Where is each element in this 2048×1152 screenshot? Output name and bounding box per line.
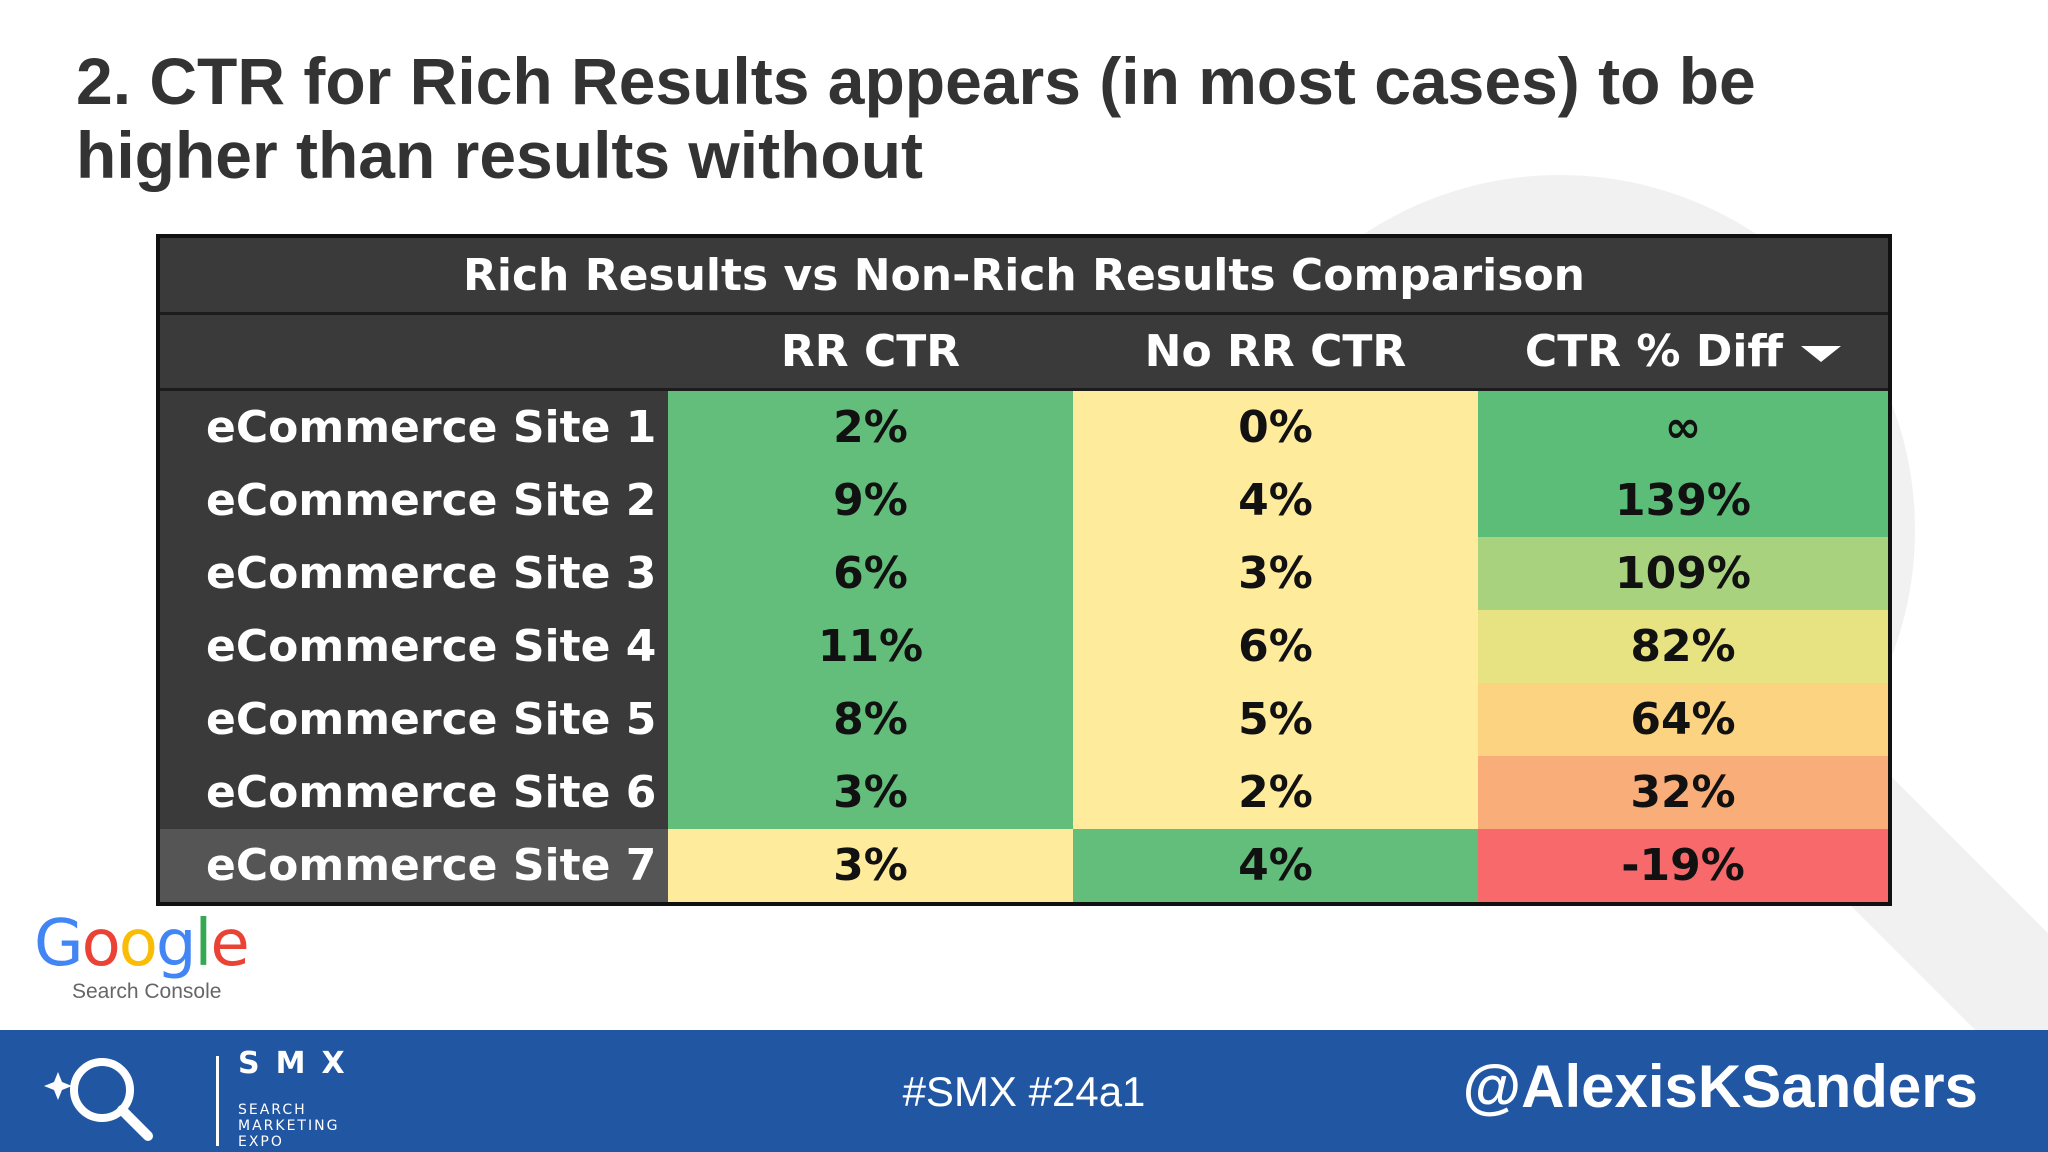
- table-row[interactable]: eCommerce Site 4 11% 6% 82%: [160, 610, 1888, 683]
- rr-ctr-cell[interactable]: 3%: [668, 756, 1073, 829]
- no-rr-ctr-cell[interactable]: 2%: [1073, 756, 1478, 829]
- magnifier-icon: [44, 1058, 153, 1141]
- rr-ctr-cell[interactable]: 2%: [668, 389, 1073, 464]
- site-name-cell[interactable]: eCommerce Site 1: [160, 389, 668, 464]
- event-hashtag: #SMX #24a1: [902, 1068, 1146, 1115]
- no-rr-ctr-cell[interactable]: 4%: [1073, 829, 1478, 902]
- search-console-label: Search Console: [72, 980, 222, 1003]
- google-search-console-logo: Google Search Console: [34, 907, 250, 1004]
- site-name-cell[interactable]: eCommerce Site 6: [160, 756, 668, 829]
- site-name-cell[interactable]: eCommerce Site 3: [160, 537, 668, 610]
- slide-title: 2. CTR for Rich Results appears (in most…: [76, 44, 1756, 192]
- tagline-line: EXPO: [238, 1134, 284, 1150]
- table-row[interactable]: eCommerce Site 7 3% 4% -19%: [160, 829, 1888, 902]
- speaker-handle: @AlexisKSanders: [1462, 1053, 1978, 1120]
- rr-ctr-cell[interactable]: 11%: [668, 610, 1073, 683]
- site-name-cell[interactable]: eCommerce Site 2: [160, 464, 668, 537]
- ctr-diff-cell[interactable]: ∞: [1478, 389, 1888, 464]
- smx-logo-tagline: SEARCH MARKETING EXPO: [238, 1102, 339, 1150]
- no-rr-ctr-cell[interactable]: 5%: [1073, 683, 1478, 756]
- rr-ctr-cell[interactable]: 6%: [668, 537, 1073, 610]
- comparison-table: Rich Results vs Non-Rich Results Compari…: [156, 234, 1892, 906]
- logo-divider: [216, 1056, 219, 1146]
- smx-logo-letters: SMX: [238, 1046, 361, 1081]
- no-rr-ctr-cell[interactable]: 3%: [1073, 537, 1478, 610]
- rr-ctr-cell[interactable]: 8%: [668, 683, 1073, 756]
- footer-bar: SMX SEARCH MARKETING EXPO #SMX #24a1 @Al…: [0, 1030, 2048, 1152]
- no-rr-ctr-cell[interactable]: 6%: [1073, 610, 1478, 683]
- rr-ctr-cell[interactable]: 9%: [668, 464, 1073, 537]
- site-name-cell[interactable]: eCommerce Site 7: [160, 829, 668, 902]
- column-header-rr-ctr: RR CTR: [668, 313, 1073, 391]
- google-wordmark: Google: [34, 907, 250, 981]
- no-rr-ctr-cell[interactable]: 4%: [1073, 464, 1478, 537]
- column-header-site: [160, 313, 668, 391]
- table-row[interactable]: eCommerce Site 3 6% 3% 109%: [160, 537, 1888, 610]
- table-row[interactable]: eCommerce Site 5 8% 5% 64%: [160, 683, 1888, 756]
- site-name-cell[interactable]: eCommerce Site 5: [160, 683, 668, 756]
- smx-logo: SMX SEARCH MARKETING EXPO: [44, 1040, 345, 1150]
- ctr-diff-cell[interactable]: 32%: [1478, 756, 1888, 829]
- table-caption: Rich Results vs Non-Rich Results Compari…: [160, 238, 1888, 315]
- column-header-no-rr-ctr: No RR CTR: [1073, 313, 1478, 391]
- ctr-diff-cell[interactable]: 109%: [1478, 537, 1888, 610]
- ctr-diff-cell[interactable]: -19%: [1478, 829, 1888, 902]
- table-body: eCommerce Site 1 2% 0% ∞ eCommerce Site 2 9% 4…: [160, 389, 1888, 902]
- ctr-diff-cell[interactable]: 82%: [1478, 610, 1888, 683]
- tagline-line: SEARCH: [238, 1102, 307, 1118]
- ctr-diff-cell[interactable]: 139%: [1478, 464, 1888, 537]
- column-header-ctr-diff-label: CTR % Diff: [1524, 326, 1784, 377]
- table-row[interactable]: eCommerce Site 6 3% 2% 32%: [160, 756, 1888, 829]
- rr-ctr-cell[interactable]: 3%: [668, 829, 1073, 902]
- table-row[interactable]: eCommerce Site 1 2% 0% ∞: [160, 389, 1888, 464]
- ctr-diff-cell[interactable]: 64%: [1478, 683, 1888, 756]
- site-name-cell[interactable]: eCommerce Site 4: [160, 610, 668, 683]
- no-rr-ctr-cell[interactable]: 0%: [1073, 389, 1478, 464]
- tagline-line: MARKETING: [238, 1118, 340, 1134]
- dropdown-caret-icon[interactable]: [1801, 346, 1842, 362]
- column-header-ctr-diff[interactable]: CTR % Diff: [1478, 313, 1888, 391]
- table-row[interactable]: eCommerce Site 2 9% 4% 139%: [160, 464, 1888, 537]
